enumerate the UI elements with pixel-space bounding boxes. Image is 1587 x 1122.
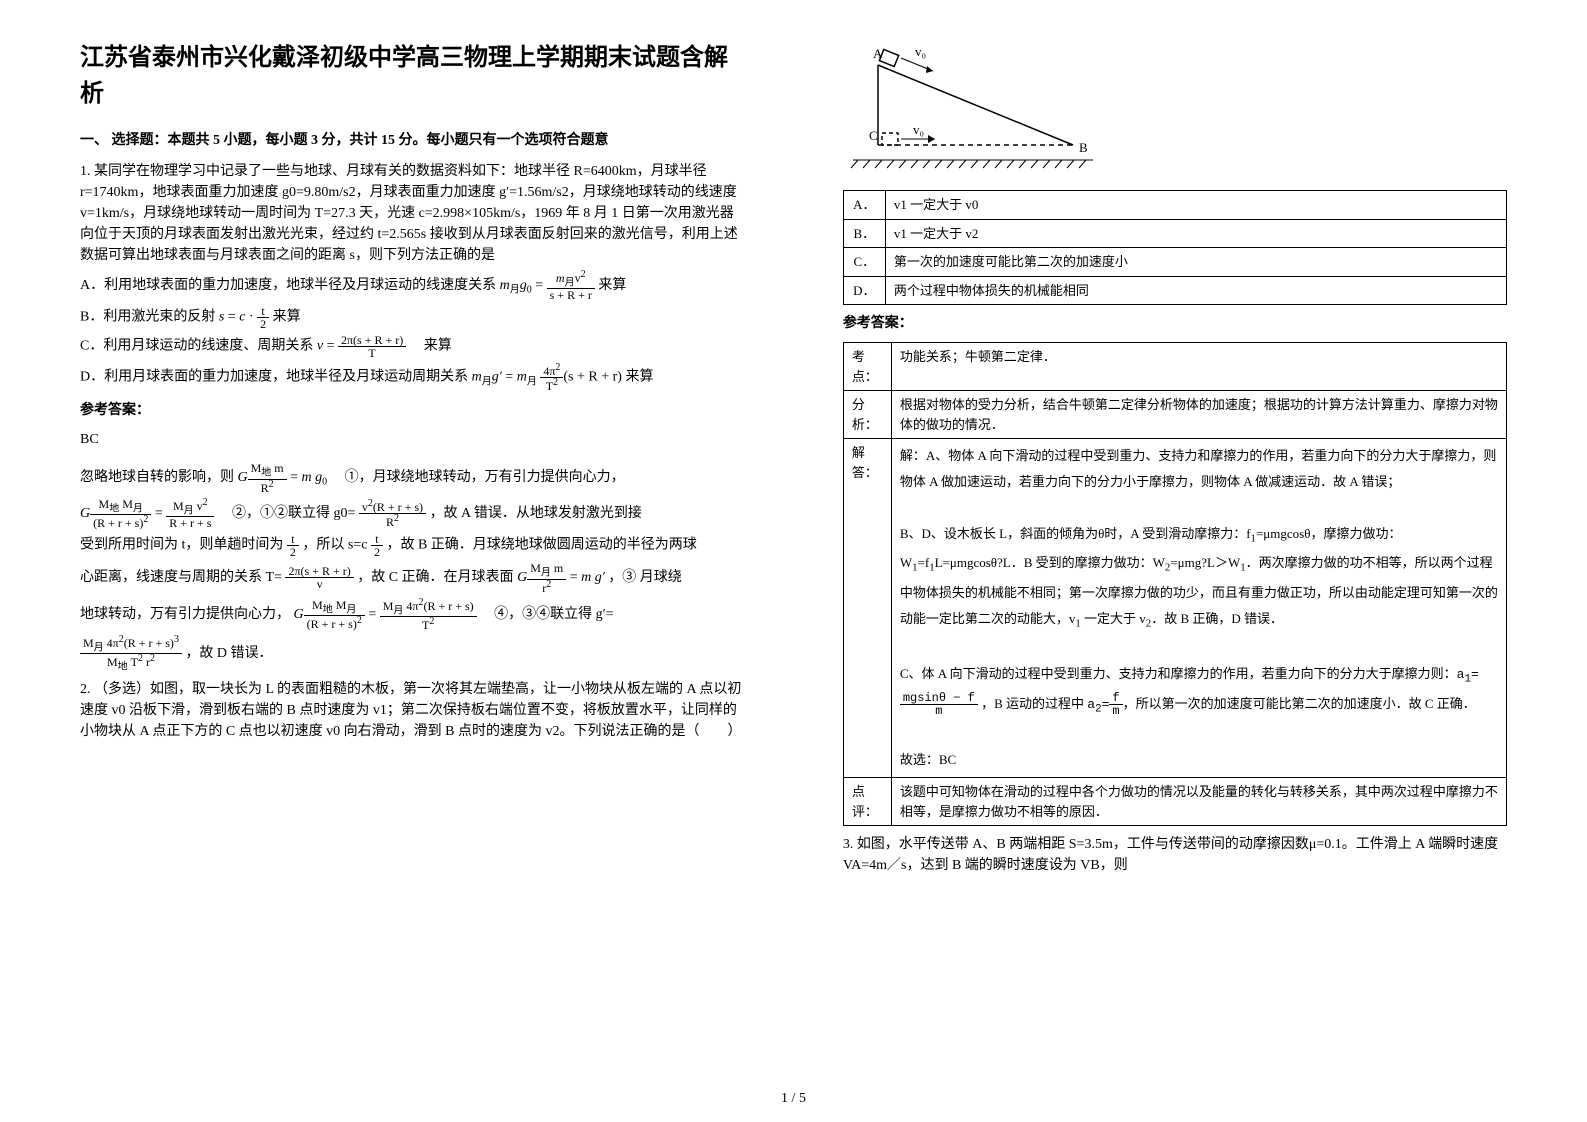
q1-exp-1a: 忽略地球自转的影响，则	[80, 470, 238, 485]
ana-val: 功能关系；牛顿第二定律．	[891, 343, 1506, 391]
q3-stem: 3. 如图，水平传送带 A、B 两端相距 S=3.5m，工件与传送带间的动摩擦因…	[843, 834, 1507, 876]
opt-label: B．	[843, 219, 885, 248]
q1-exp-3c: ，故 B 正确．月球绕地球做圆周运动的半径为两球	[386, 538, 696, 553]
q1-stem: 1. 某同学在物理学习中记录了一些与地球、月球有关的数据资料如下：地球半径 R=…	[80, 161, 744, 266]
ana-key: 点评：	[843, 778, 891, 826]
q1-exp-2a: ②，①②联立得 g0=	[218, 506, 359, 521]
q1-d-text: D．利用月球表面的重力加速度，地球半径及月球运动周期关系	[80, 370, 472, 385]
q1-option-b: B．利用激光束的反射 s = c · t2 来算	[80, 305, 744, 330]
q1-explain-5: 地球转动，万有引力提供向心力， GM地 M月(R + r + s)2 = M月 …	[80, 598, 744, 631]
q1-option-a: A．利用地球表面的重力加速度，地球半径及月球运动的线速度关系 m月g0 = m月…	[80, 270, 744, 301]
right-column: A v₀ C v₀ B A． v1 一定大于 v0 B． v1 一定大于 v2 …	[823, 40, 1527, 1092]
table-row: D． 两个过程中物体损失的机械能相同	[843, 276, 1506, 305]
q1-exp-1b: ①，月球绕地球转动，万有引力提供向心力，	[331, 470, 625, 485]
ana-key: 考点：	[843, 343, 891, 391]
q1-exp-4b: ，故 C 正确．在月球表面	[357, 570, 517, 585]
answer-label-2: 参考答案：	[843, 313, 1507, 334]
q1-explain-2: GM地 M月(R + r + s)2 = M月 v2R + r + s ②，①②…	[80, 498, 744, 529]
q2-analysis-table: 考点： 功能关系；牛顿第二定律． 分析： 根据对物体的受力分析，结合牛顿第二定律…	[843, 342, 1507, 826]
answer-label-1: 参考答案：	[80, 400, 744, 421]
q1-c-tail: 来算	[410, 339, 452, 354]
label-B: B	[1079, 140, 1088, 155]
q1-explain-4: 心距离，线速度与周期的关系 T= 2π(s + R + r)v ，故 C 正确．…	[80, 562, 744, 593]
ana-val: 该题中可知物体在滑动的过程中各个力做功的情况以及能量的转化与转移关系，其中两次过…	[891, 778, 1506, 826]
ana-key: 解答：	[843, 439, 891, 778]
opt-label: C．	[843, 248, 885, 277]
opt-text: v1 一定大于 v2	[885, 219, 1506, 248]
q2-stem: 2. （多选）如图，取一块长为 L 的表面粗糙的木板，第一次将其左端垫高，让一小…	[80, 679, 744, 742]
q1-explain-3: 受到所用时间为 t，则单趟时间为 t2 ，所以 s=c t2 ，故 B 正确．月…	[80, 533, 744, 558]
table-row: B． v1 一定大于 v2	[843, 219, 1506, 248]
q1-b-tail: 来算	[273, 310, 301, 325]
opt-label: A．	[843, 191, 885, 220]
q1-exp-5c: ，故 D 错误．	[185, 646, 272, 661]
q1-explain-6: M月 4π2(R + r + s)3M地 T2 r2 ，故 D 错误．	[80, 635, 744, 673]
ana-val: 根据对物体的受力分析，结合牛顿第二定律分析物体的加速度；根据功的计算方法计算重力…	[891, 391, 1506, 439]
q1-exp-4c: ，③ 月球绕	[608, 570, 682, 585]
q1-exp-3b: ，所以 s=c	[302, 538, 367, 553]
q1-exp-5a: 地球转动，万有引力提供向心力，	[80, 606, 290, 621]
table-row: 解答： 解：A、物体 A 向下滑动的过程中受到重力、支持力和摩擦力的作用，若重力…	[843, 439, 1506, 778]
q1-b-text: B．利用激光束的反射	[80, 310, 219, 325]
q2-figure: A v₀ C v₀ B	[843, 40, 1103, 180]
opt-text: 两个过程中物体损失的机械能相同	[885, 276, 1506, 305]
table-row: 考点： 功能关系；牛顿第二定律．	[843, 343, 1506, 391]
ana-key: 分析：	[843, 391, 891, 439]
q1-option-d: D．利用月球表面的重力加速度，地球半径及月球运动周期关系 m月g′ = m月 4…	[80, 363, 744, 392]
page-number: 1 / 5	[781, 1091, 806, 1107]
q1-option-c: C．利用月球运动的线速度、周期关系 v = 2π(s + R + r)T 来算	[80, 334, 744, 359]
q1-c-text: C．利用月球运动的线速度、周期关系	[80, 339, 317, 354]
label-A: A	[873, 46, 883, 61]
q1-a-text: A．利用地球表面的重力加速度，地球半径及月球运动的线速度关系	[80, 278, 496, 293]
q1-exp-3a: 受到所用时间为 t，则单趟时间为	[80, 538, 287, 553]
q1-a-tail: 来算	[598, 278, 626, 293]
label-C: C	[869, 128, 878, 143]
label-v0-bottom: v₀	[913, 122, 924, 137]
table-row: 分析： 根据对物体的受力分析，结合牛顿第二定律分析物体的加速度；根据功的计算方法…	[843, 391, 1506, 439]
q1-explain-1: 忽略地球自转的影响，则 GM地 mR2 = m g0 ①，月球绕地球转动，万有引…	[80, 462, 744, 493]
q1-answer: BC	[80, 429, 744, 450]
opt-text: v1 一定大于 v0	[885, 191, 1506, 220]
label-v0-top: v₀	[915, 44, 926, 59]
opt-text: 第一次的加速度可能比第二次的加速度小	[885, 248, 1506, 277]
q1-d-tail: 来算	[625, 370, 653, 385]
table-row: A． v1 一定大于 v0	[843, 191, 1506, 220]
table-row: 点评： 该题中可知物体在滑动的过程中各个力做功的情况以及能量的转化与转移关系，其…	[843, 778, 1506, 826]
q1-exp-4a: 心距离，线速度与周期的关系 T=	[80, 570, 285, 585]
ana-val: 解：A、物体 A 向下滑动的过程中受到重力、支持力和摩擦力的作用，若重力向下的分…	[891, 439, 1506, 778]
document-title: 江苏省泰州市兴化戴泽初级中学高三物理上学期期末试题含解析	[80, 40, 744, 112]
q1-exp-5b: ④，③④联立得 g′=	[480, 606, 613, 621]
section-1-heading: 一、 选择题：本题共 5 小题，每小题 3 分，共计 15 分。每小题只有一个选…	[80, 130, 744, 151]
left-column: 江苏省泰州市兴化戴泽初级中学高三物理上学期期末试题含解析 一、 选择题：本题共 …	[60, 40, 764, 1092]
q2-options-table: A． v1 一定大于 v0 B． v1 一定大于 v2 C． 第一次的加速度可能…	[843, 190, 1507, 305]
opt-label: D．	[843, 276, 885, 305]
q1-exp-2b: ，故 A 错误．从地球发射激光到接	[430, 506, 642, 521]
table-row: C． 第一次的加速度可能比第二次的加速度小	[843, 248, 1506, 277]
